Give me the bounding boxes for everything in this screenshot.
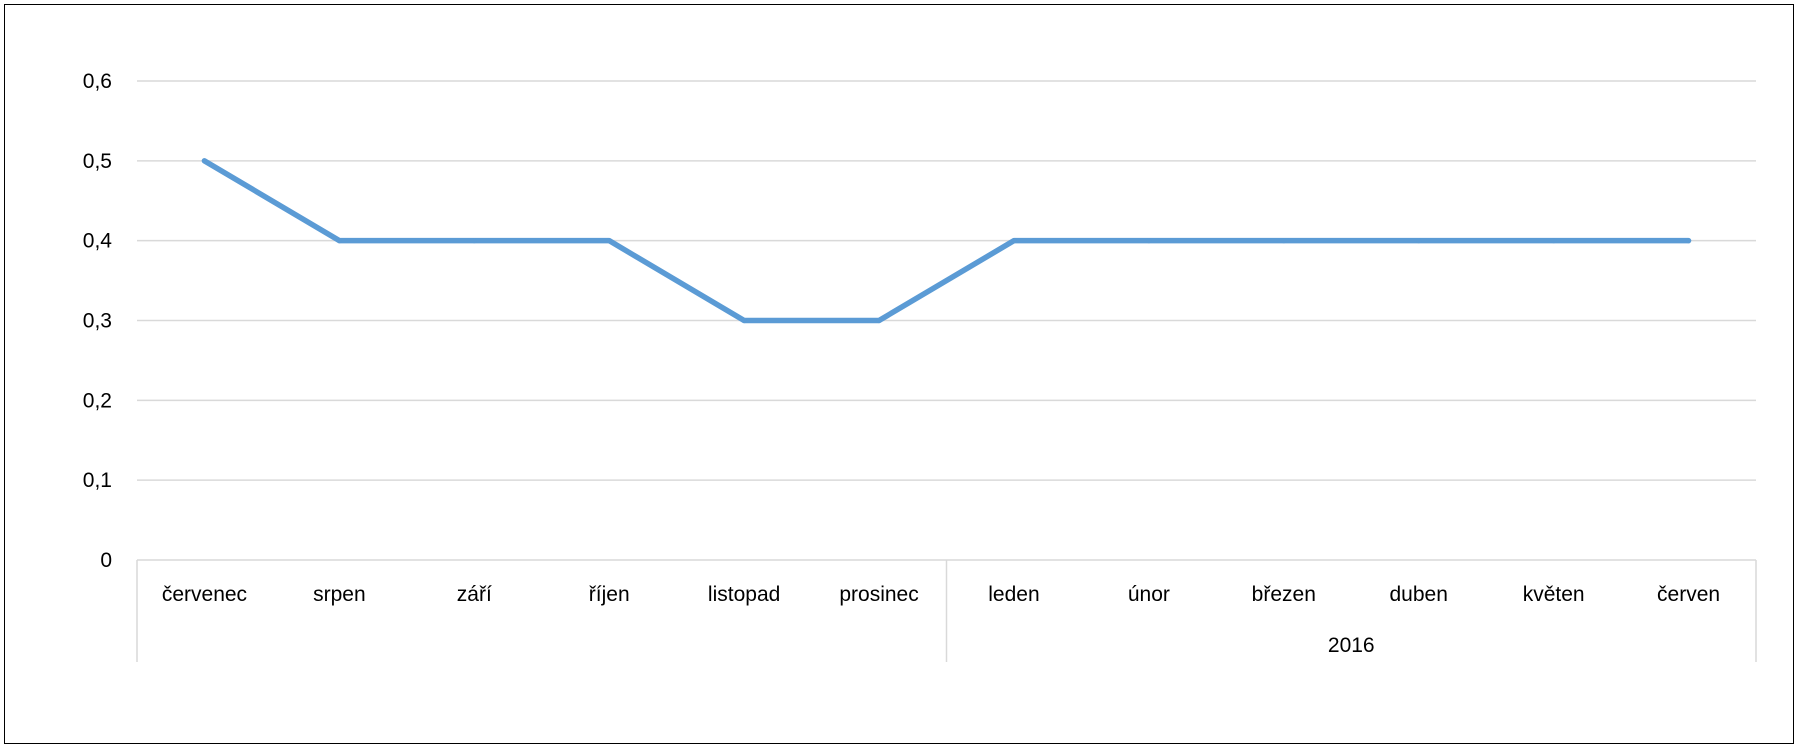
- data-point: [471, 238, 477, 244]
- data-point: [1011, 238, 1017, 244]
- data-point: [606, 238, 612, 244]
- x-axis-labels: červenec srpen září říjen listopad prosinec le…: [162, 583, 1720, 606]
- data-point: [1551, 238, 1557, 244]
- x-tick-label: prosinec: [839, 583, 918, 606]
- data-point: [1416, 238, 1422, 244]
- x-tick-label: únor: [1128, 583, 1170, 606]
- x-tick-label: srpen: [313, 583, 366, 606]
- x-tick-label: říjen: [589, 583, 630, 606]
- data-point: [1146, 238, 1152, 244]
- y-tick-label: 0,4: [83, 230, 113, 253]
- group-labels: 2016: [1328, 634, 1375, 657]
- x-tick-label: červen: [1657, 583, 1720, 606]
- x-axis: [136, 559, 1757, 662]
- data-point: [201, 158, 208, 164]
- series-line-group: [201, 158, 1692, 324]
- x-tick-label: březen: [1252, 583, 1316, 606]
- y-tick-label: 0: [100, 549, 112, 572]
- group-label: 2016: [1328, 634, 1375, 657]
- data-point: [1685, 238, 1692, 244]
- y-tick-label: 0,3: [83, 310, 112, 333]
- x-tick-label: září: [457, 583, 492, 606]
- y-axis-labels: 0 0,1 0,2 0,3 0,4 0,5 0,6: [83, 70, 113, 572]
- data-point: [741, 317, 747, 324]
- x-tick-label: leden: [988, 583, 1039, 606]
- x-tick-label: květen: [1523, 583, 1585, 606]
- data-point: [1281, 238, 1287, 244]
- y-tick-label: 0,6: [83, 70, 112, 93]
- data-point: [876, 317, 882, 324]
- x-tick-label: duben: [1390, 583, 1448, 606]
- data-point: [336, 238, 342, 244]
- x-tick-label: listopad: [708, 583, 780, 606]
- x-tick-label: červenec: [162, 583, 247, 606]
- series-line: [201, 158, 1692, 324]
- y-tick-label: 0,2: [83, 389, 112, 412]
- chart-frame: [4, 4, 1794, 744]
- y-tick-label: 0,1: [83, 469, 112, 492]
- y-tick-label: 0,5: [83, 150, 112, 173]
- gridlines: [137, 80, 1756, 481]
